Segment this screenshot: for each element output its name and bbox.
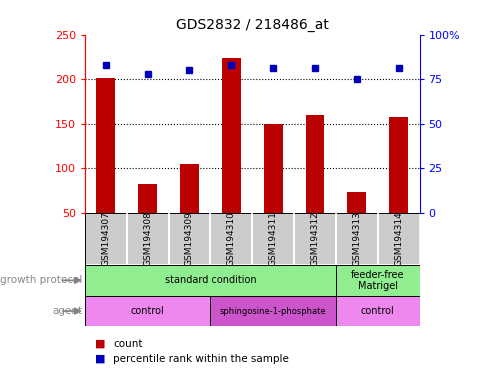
Bar [210, 213, 252, 265]
Text: GSM194312: GSM194312 [310, 212, 319, 266]
Text: sphingosine-1-phosphate: sphingosine-1-phosphate [219, 306, 326, 316]
Bar [85, 213, 126, 265]
Bar [335, 296, 419, 326]
Bar [126, 213, 168, 265]
Title: GDS2832 / 218486_at: GDS2832 / 218486_at [175, 18, 328, 32]
Text: GSM194309: GSM194309 [184, 212, 194, 266]
Bar [377, 213, 419, 265]
Bar [347, 192, 365, 213]
Text: feeder-free
Matrigel: feeder-free Matrigel [350, 270, 404, 291]
Text: growth protocol: growth protocol [0, 275, 82, 285]
Text: GSM194308: GSM194308 [143, 212, 152, 266]
Text: GSM194307: GSM194307 [101, 212, 110, 266]
Text: GSM194310: GSM194310 [227, 212, 235, 266]
Bar [221, 58, 240, 213]
Text: agent: agent [52, 306, 82, 316]
Bar [263, 124, 282, 213]
Bar [180, 164, 198, 213]
Bar [335, 265, 419, 296]
Bar [96, 78, 115, 213]
Text: control: control [131, 306, 164, 316]
Text: GSM194311: GSM194311 [268, 212, 277, 266]
Bar [138, 184, 157, 213]
Bar [252, 213, 293, 265]
Text: GSM194313: GSM194313 [351, 212, 361, 266]
Bar [85, 265, 335, 296]
Text: control: control [360, 306, 394, 316]
Bar [85, 296, 210, 326]
Text: ■: ■ [94, 339, 105, 349]
Text: percentile rank within the sample: percentile rank within the sample [113, 354, 288, 364]
Bar [210, 296, 335, 326]
Text: GSM194314: GSM194314 [393, 212, 402, 266]
Bar [293, 213, 335, 265]
Bar [168, 213, 210, 265]
Bar [305, 115, 324, 213]
Text: standard condition: standard condition [164, 275, 256, 285]
Text: count: count [113, 339, 142, 349]
Text: ■: ■ [94, 354, 105, 364]
Bar [388, 117, 407, 213]
Bar [335, 213, 377, 265]
